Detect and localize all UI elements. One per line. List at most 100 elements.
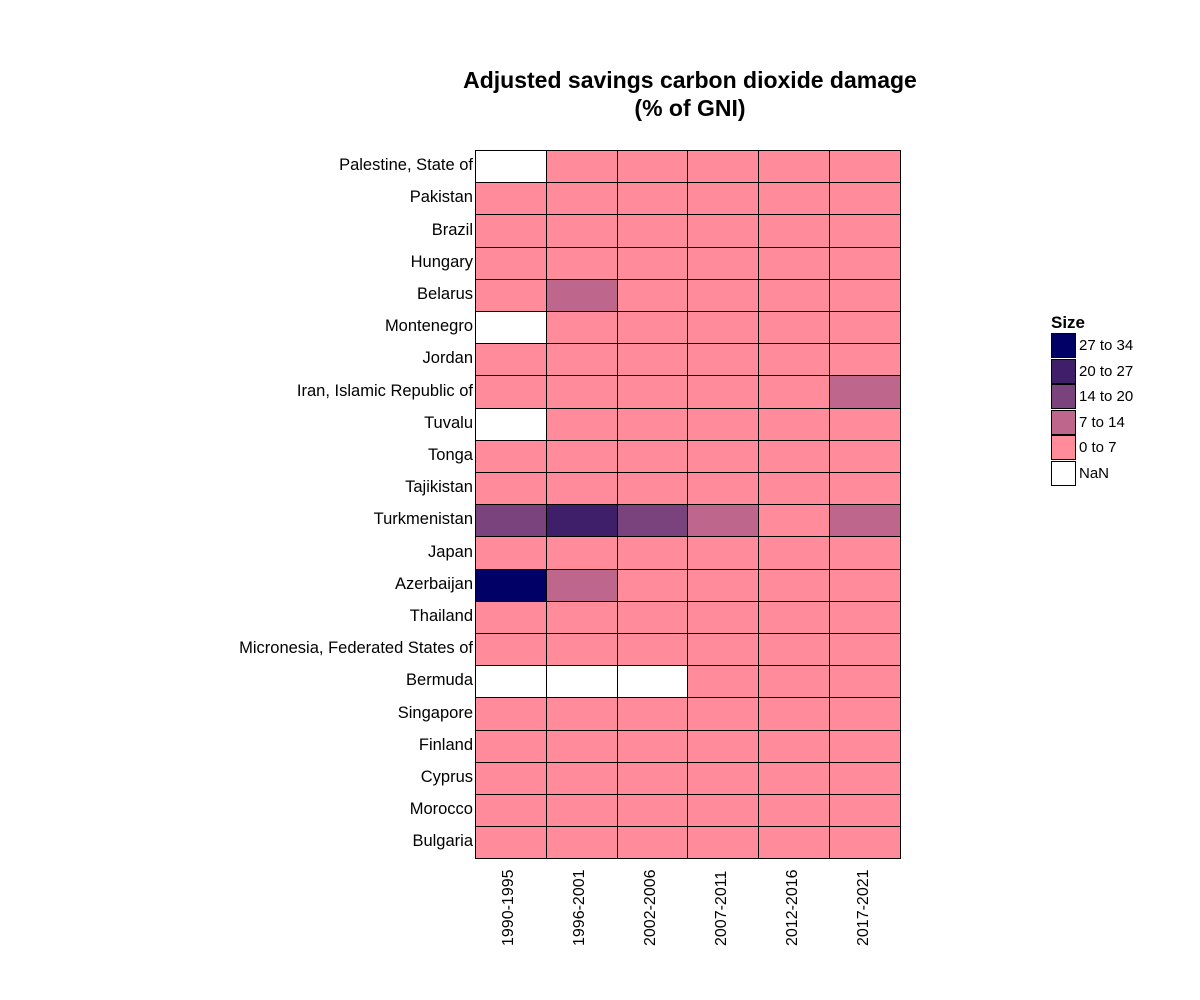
heatmap-cell (616, 343, 689, 377)
heatmap-cell (545, 278, 618, 312)
heatmap-cell (475, 665, 547, 699)
row-label: Tonga (428, 445, 473, 464)
heatmap-cell (687, 214, 760, 248)
heatmap-cell (616, 697, 689, 731)
row-label: Cyprus (420, 767, 473, 786)
heatmap-cell (687, 729, 760, 763)
legend-swatch (1051, 333, 1076, 358)
heatmap-cell (616, 375, 689, 409)
heatmap-cell (829, 729, 901, 763)
row-label: Montenegro (384, 317, 473, 336)
heatmap-cell (758, 826, 831, 860)
heatmap-cell (475, 343, 547, 377)
row-label: Tajikistan (405, 478, 473, 497)
heatmap-cell (475, 375, 547, 409)
heatmap-cell (829, 697, 901, 731)
heatmap-cell (475, 472, 547, 506)
heatmap-cell (687, 278, 760, 312)
row-label: Micronesia, Federated States of (239, 639, 473, 658)
heatmap-cell (687, 343, 760, 377)
heatmap-cell (616, 826, 689, 860)
heatmap-cell (687, 633, 760, 667)
heatmap-cell (475, 439, 547, 473)
heatmap-cell (758, 311, 831, 345)
heatmap-cell (475, 407, 547, 441)
legend-swatch (1051, 409, 1076, 435)
heatmap-cell (545, 246, 618, 280)
heatmap-cell (829, 182, 901, 216)
heatmap-cell (475, 278, 547, 312)
heatmap-cell (475, 311, 547, 345)
legend-label: 27 to 34 (1079, 337, 1134, 354)
heatmap-cell (758, 600, 831, 634)
heatmap-cell (758, 278, 831, 312)
heatmap-cell (829, 375, 901, 409)
heatmap-cell (687, 568, 760, 602)
heatmap-cell (545, 665, 618, 699)
heatmap-cell (758, 407, 831, 441)
heatmap-cell (545, 826, 618, 860)
heatmap-cell (829, 150, 901, 184)
heatmap-cell (758, 633, 831, 667)
heatmap-cell (687, 375, 760, 409)
heatmap-cell (687, 504, 760, 538)
heatmap-cell (758, 150, 831, 184)
heatmap-cell (758, 214, 831, 248)
heatmap-cell (475, 536, 547, 570)
heatmap-cell (687, 150, 760, 184)
legend-swatch (1051, 460, 1076, 486)
heatmap-cell (475, 504, 547, 538)
heatmap-cell (687, 439, 760, 473)
heatmap-cell (545, 375, 618, 409)
heatmap-cell (545, 536, 618, 570)
legend-swatch (1051, 384, 1076, 409)
heatmap-cell (616, 633, 689, 667)
heatmap-cell (545, 697, 618, 731)
row-label: Bermuda (406, 671, 473, 690)
column-label: 2012-2016 (783, 869, 801, 947)
heatmap-cell (545, 633, 618, 667)
legend-label: NaN (1079, 464, 1110, 482)
heatmap-cell (758, 794, 831, 828)
heatmap-cell (616, 761, 689, 795)
heatmap-cell (758, 697, 831, 731)
legend-title: Size (1051, 313, 1086, 332)
heatmap-cell (545, 729, 618, 763)
legend-label: 14 to 20 (1079, 388, 1134, 405)
chart-title-line-1: Adjusted savings carbon dioxide damage (463, 67, 917, 93)
heatmap-cell (687, 761, 760, 795)
heatmap-cell (545, 794, 618, 828)
heatmap-cell (829, 278, 901, 312)
heatmap-cell (687, 536, 760, 570)
row-label: Morocco (409, 800, 473, 819)
column-label: 2002-2006 (642, 869, 660, 947)
heatmap-cell (758, 536, 831, 570)
heatmap-cell (475, 794, 547, 828)
heatmap-cell (829, 214, 901, 248)
heatmap-cell (829, 504, 901, 538)
legend-swatch (1051, 435, 1076, 460)
column-label: 1990-1995 (500, 869, 518, 947)
heatmap-cell (758, 375, 831, 409)
row-label: Finland (418, 735, 473, 754)
row-label: Jordan (422, 349, 473, 368)
heatmap-cell (475, 568, 547, 602)
row-label: Azerbaijan (395, 574, 473, 593)
row-label: Tuvalu (424, 413, 473, 432)
heatmap-cell (758, 568, 831, 602)
row-label: Turkmenistan (373, 510, 473, 529)
heatmap-cell (475, 826, 547, 860)
heatmap-cell (829, 343, 901, 377)
heatmap-cell (829, 311, 901, 345)
heatmap-cell (616, 504, 689, 538)
column-label: 1996-2001 (571, 869, 589, 947)
heatmap-cell (616, 246, 689, 280)
heatmap-cell (616, 439, 689, 473)
heatmap-cell (687, 407, 760, 441)
heatmap-cell (687, 697, 760, 731)
heatmap-cell (687, 794, 760, 828)
heatmap-cell (475, 761, 547, 795)
heatmap-cell (475, 150, 547, 184)
row-label: Iran, Islamic Republic of (296, 381, 473, 400)
row-label: Bulgaria (412, 832, 473, 851)
